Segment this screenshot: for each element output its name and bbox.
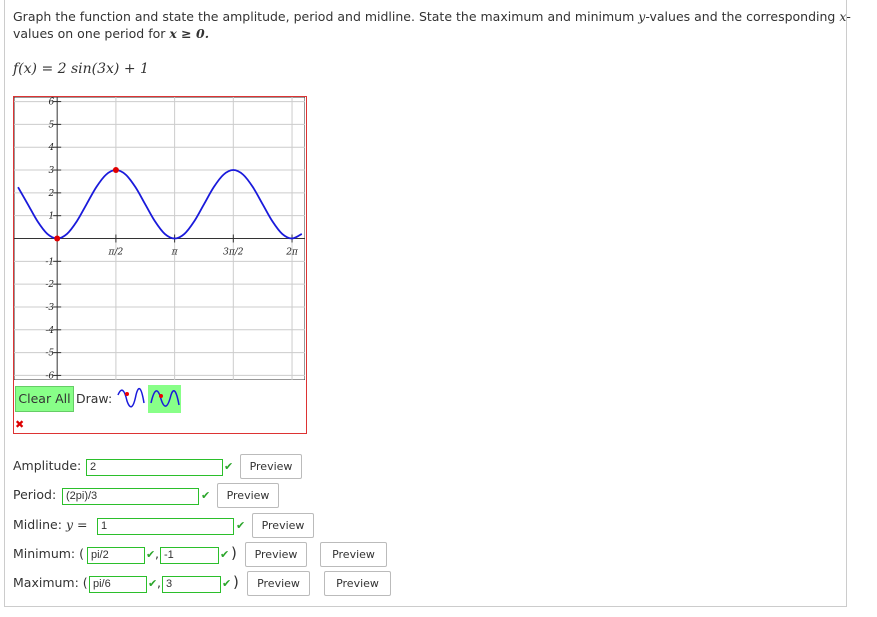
point bbox=[54, 235, 61, 242]
y-tick-label: 5 bbox=[48, 120, 54, 130]
y-tick-label: -3 bbox=[45, 303, 54, 313]
separator: , bbox=[155, 546, 159, 561]
y-tick-label: 3 bbox=[48, 166, 54, 176]
condition: x ≥ 0. bbox=[169, 26, 210, 41]
text: - bbox=[846, 9, 851, 24]
x-tick-label: 3π/2 bbox=[223, 248, 244, 258]
icon bbox=[125, 392, 129, 396]
text: Graph the function and state the amplitu… bbox=[13, 9, 635, 24]
point bbox=[112, 167, 119, 174]
clear-all-button[interactable]: Clear All bbox=[15, 386, 74, 412]
curve bbox=[17, 169, 303, 240]
preview-button[interactable]: Preview bbox=[324, 571, 391, 596]
separator: , bbox=[157, 575, 161, 590]
icon bbox=[150, 390, 180, 407]
paren: ) bbox=[233, 573, 239, 591]
label: Maximum: ( bbox=[13, 575, 88, 590]
check: ✔ bbox=[220, 548, 230, 561]
check: ✔ bbox=[224, 460, 234, 473]
draw-tools bbox=[115, 385, 181, 413]
y-tick-label: -6 bbox=[45, 371, 54, 380]
answer-input[interactable]: (2pi)/3 bbox=[62, 488, 199, 505]
label: Amplitude: bbox=[13, 458, 82, 473]
label: Minimum: ( bbox=[13, 546, 84, 561]
preview-button[interactable]: Preview bbox=[217, 483, 279, 508]
paren: ) bbox=[231, 544, 237, 562]
answer-input[interactable]: pi/6 bbox=[89, 576, 147, 593]
y-tick-label: -2 bbox=[45, 280, 54, 290]
tool-cosine[interactable] bbox=[148, 385, 181, 413]
icon bbox=[159, 394, 163, 398]
text: Midline: bbox=[13, 517, 62, 532]
question-line-1: Graph the function and state the amplitu… bbox=[13, 9, 851, 24]
label: Period: bbox=[13, 487, 57, 502]
x-tick-label: π/2 bbox=[108, 248, 124, 258]
check: ✔ bbox=[148, 577, 158, 590]
answer-input[interactable]: pi/2 bbox=[87, 547, 145, 564]
y-tick-label: 2 bbox=[47, 189, 54, 199]
text: values on one period for bbox=[13, 26, 166, 41]
function: f(x) = 2 sin(3x) + 1 bbox=[13, 61, 149, 77]
y-tick-label: -4 bbox=[45, 326, 54, 336]
incorrect-mark: ✖ bbox=[15, 418, 25, 431]
answer-input[interactable]: 1 bbox=[97, 518, 234, 535]
answer-input[interactable]: 2 bbox=[86, 459, 223, 476]
draw-label: Draw: bbox=[76, 391, 113, 406]
answer-input[interactable]: 3 bbox=[162, 576, 221, 593]
x-tick-label: 2π bbox=[285, 248, 299, 258]
preview-button[interactable]: Preview bbox=[247, 571, 310, 596]
check: ✔ bbox=[222, 577, 232, 590]
question-line-2: values on one period for x ≥ 0. bbox=[13, 26, 209, 41]
preview-button[interactable]: Preview bbox=[252, 513, 314, 538]
var: y bbox=[65, 517, 74, 532]
eq: = bbox=[77, 517, 88, 532]
y-tick-label: 4 bbox=[47, 143, 54, 153]
preview-button[interactable]: Preview bbox=[245, 542, 307, 567]
y-tick-label: 6 bbox=[48, 98, 54, 108]
preview-button[interactable]: Preview bbox=[320, 542, 387, 567]
text: -values and the corresponding bbox=[645, 9, 836, 24]
check: ✔ bbox=[236, 519, 246, 532]
check: ✔ bbox=[201, 489, 211, 502]
y-tick-label: -5 bbox=[45, 349, 54, 359]
var: x bbox=[839, 9, 847, 24]
x-tick-label: π bbox=[171, 248, 179, 258]
label: Midline: y = bbox=[13, 517, 87, 532]
problem-box bbox=[4, 0, 847, 607]
y-tick-label: 1 bbox=[48, 212, 54, 222]
y-tick-label: -1 bbox=[45, 257, 54, 267]
preview-button[interactable]: Preview bbox=[240, 454, 302, 479]
tool-sine[interactable] bbox=[115, 385, 147, 413]
check: ✔ bbox=[146, 548, 156, 561]
icon bbox=[117, 387, 145, 408]
graph: -6 -5 -4 -3 -2 -1 1 2 3 4 5 6 π/2 π 3π/2 2π bbox=[14, 97, 305, 380]
answer-input[interactable]: -1 bbox=[160, 547, 219, 564]
var: y bbox=[638, 9, 646, 24]
